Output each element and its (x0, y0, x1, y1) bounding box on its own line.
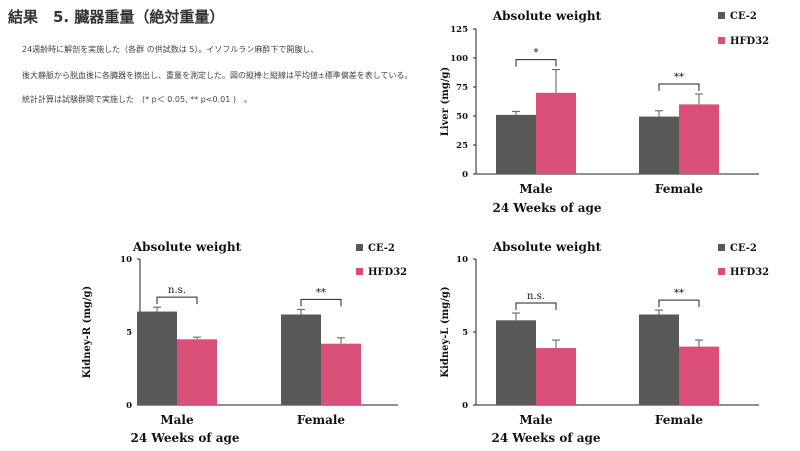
bar-ce-2-female (639, 314, 679, 405)
x-axis-label: 24 Weeks of age (492, 201, 601, 215)
y-axis-label: Kidney-R (mg/g) (82, 286, 93, 379)
y-tick-label: 5 (126, 328, 132, 338)
y-axis-label: Liver (mg/g) (440, 67, 451, 136)
y-tick-label: 5 (462, 328, 468, 338)
significance-label: * (534, 48, 539, 59)
section-heading: 結果 5. 臓器重量（絶対重量） (8, 8, 225, 26)
significance-bracket (300, 298, 342, 307)
chart-title: Absolute weight (492, 240, 602, 254)
x-axis-label: 24 Weeks of age (491, 431, 600, 445)
significance-label: n.s. (527, 291, 545, 302)
bar-ce-2-female (639, 116, 679, 174)
bar-hfd32-male (177, 339, 217, 405)
significance-label: ** (674, 72, 684, 83)
description-line-2: 後大静脈から脱血後に各臓器を摘出し、重量を測定した。図の縦棒と縦線は平均値±標準… (22, 71, 413, 80)
y-axis-label: Kidney-L (mg/g) (440, 286, 451, 377)
bar-ce-2-male (496, 320, 536, 405)
description-line-3: 統計計算は試験群間で実施した (* p＜ 0.05, ** p<0.01 ) 。 (22, 95, 252, 104)
significance-bracket (156, 296, 198, 305)
legend-swatch (718, 268, 725, 275)
kidney-r-weight-chart: Absolute weight 0 5 10 Kidney-R (mg/g) n.s. Ma… (82, 240, 407, 445)
y-tick-label: 125 (450, 25, 468, 35)
bar-hfd32-female (679, 346, 719, 405)
y-tick-label: 25 (456, 141, 468, 151)
x-tick-label: Male (160, 413, 194, 427)
significance-label: ** (316, 287, 326, 298)
x-tick-label: Female (297, 413, 346, 427)
y-tick-label: 75 (456, 83, 468, 93)
bar-ce-2-male (496, 114, 536, 174)
significance-bracket (515, 59, 557, 67)
legend-label: CE-2 (368, 243, 395, 254)
x-tick-label: Female (655, 413, 704, 427)
bar-hfd32-female (321, 343, 361, 405)
legend-swatch (718, 12, 725, 19)
bar-ce-2-female (281, 314, 321, 405)
legend-swatch (356, 268, 363, 275)
bar-hfd32-male (536, 92, 576, 174)
legend-swatch (718, 37, 725, 44)
y-tick-label: 0 (126, 401, 132, 411)
significance-bracket (515, 302, 557, 311)
y-tick-label: 10 (120, 255, 132, 265)
x-tick-label: Male (519, 182, 553, 196)
bar-hfd32-male (536, 348, 576, 405)
liver-weight-chart: Absolute weight 0 25 50 75 100 125 Liver (mg/g)… (440, 9, 769, 215)
bar-ce-2-male (137, 311, 177, 405)
y-tick-label: 10 (456, 255, 468, 265)
x-axis-label: 24 Weeks of age (130, 431, 239, 445)
x-tick-label: Male (519, 413, 553, 427)
significance-label: ** (674, 288, 684, 299)
y-tick-label: 100 (450, 54, 468, 64)
legend-label: CE-2 (730, 243, 757, 254)
legend-label: HFD32 (730, 267, 769, 278)
y-tick-label: 50 (456, 112, 468, 122)
legend-label: HFD32 (730, 36, 769, 47)
chart-title: Absolute weight (132, 240, 242, 254)
chart-title: Absolute weight (492, 9, 602, 23)
legend-label: HFD32 (368, 267, 407, 278)
bar-hfd32-female (679, 104, 719, 174)
y-tick-label: 0 (462, 401, 468, 411)
legend-label: CE-2 (730, 11, 757, 22)
kidney-l-weight-chart: Absolute weight 0 5 10 Kidney-L (mg/g) n.s. Ma… (440, 240, 769, 445)
x-tick-label: Female (655, 182, 704, 196)
significance-label: n.s. (168, 285, 186, 296)
y-tick-label: 0 (462, 170, 468, 180)
significance-bracket (658, 83, 700, 91)
legend-swatch (718, 244, 725, 251)
legend-swatch (356, 244, 363, 251)
description-line-1: 24週齢時に解剖を実施した（各群 の供試数は 5）。イソフルラン麻酔下で開腹し、 (22, 45, 319, 54)
significance-bracket (658, 299, 700, 308)
